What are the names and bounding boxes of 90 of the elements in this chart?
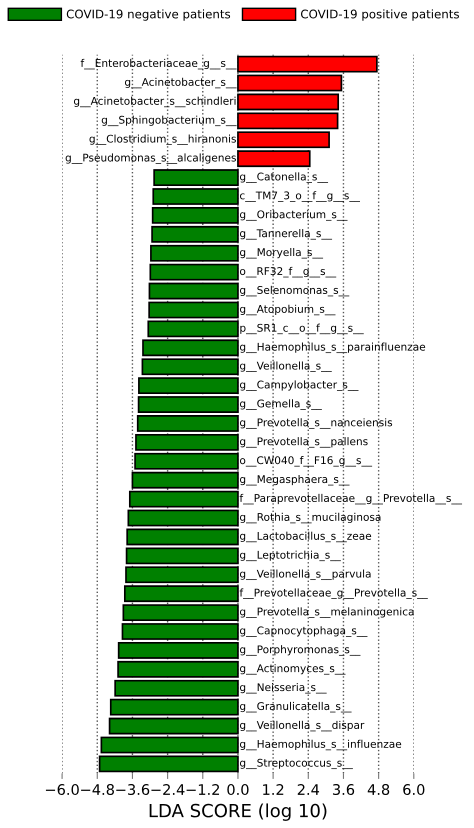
bar <box>125 566 239 584</box>
y-tick-label: f__Paraprevotellaceae__g__Prevotella__s__ <box>240 494 462 504</box>
bar <box>138 396 239 413</box>
bar <box>237 131 330 148</box>
bar <box>148 282 239 300</box>
x-tick-label: −3.6 <box>116 784 150 796</box>
y-tick-label: g__Lactobacillus_s__zeae <box>240 532 372 542</box>
bar <box>153 169 239 186</box>
y-tick-label: g__Tannerella_s__ <box>240 229 332 240</box>
bar <box>122 604 239 621</box>
bar <box>110 698 239 716</box>
y-tick-label: g__Catonella_s__ <box>240 172 328 183</box>
y-tick-label: g__Oribacterium_s__ <box>240 210 348 221</box>
bar <box>142 358 239 376</box>
bar <box>148 302 239 318</box>
bar <box>138 377 239 394</box>
bar <box>127 510 239 526</box>
y-tick-label: f__Prevotellaceae_g__Prevotella_s__ <box>240 588 428 599</box>
legend-label: COVID-19 negative patients <box>66 9 230 21</box>
y-tick-label: g__Rothia_s__mucilaginosa <box>240 512 380 524</box>
bar <box>126 528 239 546</box>
y-tick-label: g__Acinetobacter_s__ <box>124 78 237 88</box>
y-tick-label: g__Sphingobacterium_s__ <box>102 116 237 126</box>
x-tick-label: 4.8 <box>368 784 390 796</box>
y-tick-label: g__Moryella_s__ <box>240 248 324 258</box>
x-tick-label: 2.4 <box>298 784 320 795</box>
y-tick-label: g__Haemophilus_s__influenzae <box>240 740 402 750</box>
bar <box>114 680 239 697</box>
bar <box>152 207 239 224</box>
y-tick-label: g__Gemella_s__ <box>240 399 322 410</box>
x-tick-label: 6.0 <box>403 784 424 796</box>
x-tick-label: −2.4 <box>151 784 184 795</box>
y-tick-label: g__Veillonella_s__dispar <box>240 720 364 732</box>
y-tick-label: g__Streptococcus_s__ <box>240 758 353 770</box>
y-tick-label: o__CW040_f__F16_g__s__ <box>240 456 372 467</box>
y-tick-label: g__Selenomonas_s__ <box>240 286 350 296</box>
x-tick-label: 0.0 <box>227 784 249 796</box>
bar <box>152 188 239 205</box>
y-tick-label: g__Capnocytophaga_s__ <box>240 626 368 637</box>
y-tick-label: g__Prevotella_s__melaninogenica <box>240 607 414 618</box>
bar <box>108 718 239 734</box>
y-tick-label: g__Veillonella_s__parvula <box>240 570 371 580</box>
bar <box>100 736 239 754</box>
y-tick-label: g__Prevotella_s__pallens <box>240 437 368 448</box>
y-tick-label: g__Campylobacter_s__ <box>240 380 359 391</box>
x-axis-title: LDA SCORE (log 10) <box>150 803 326 821</box>
y-tick-label: g__Leptotrichia_s__ <box>240 550 341 562</box>
y-tick-label: g__Porphyromonas_s__ <box>240 645 360 656</box>
y-tick-label: g__Pseudomonas_s__alcaligenes <box>66 153 236 164</box>
bar <box>117 660 239 678</box>
x-tick-label: 1.2 <box>263 784 284 795</box>
y-tick-label: g__Veillonella_s__ <box>240 361 332 372</box>
bar <box>142 339 239 356</box>
y-tick-label: o__RF32_f__g__s__ <box>240 266 336 278</box>
bar <box>237 94 340 110</box>
bar <box>149 264 239 281</box>
y-tick-label: g__Atopobium_s__ <box>240 304 336 316</box>
bar <box>151 226 239 243</box>
y-tick-label: g__Neisseria_s__ <box>240 682 327 694</box>
bar <box>124 585 239 602</box>
y-tick-label: g__Prevotella_s__nanceiensis <box>240 418 392 429</box>
x-tick-label: −1.2 <box>186 784 220 795</box>
bar <box>135 434 239 451</box>
x-tick-label: −6.0 <box>46 784 79 796</box>
bar <box>237 150 311 168</box>
x-tick-label: −4.8 <box>81 784 114 796</box>
bar <box>237 112 338 130</box>
bar <box>147 320 239 338</box>
legend-label: COVID-19 positive patients <box>300 9 459 21</box>
bar <box>134 452 239 470</box>
y-tick-label: g__Haemophilus_s__parainfluenzae <box>240 342 426 354</box>
bar <box>118 642 239 659</box>
bar <box>237 74 342 92</box>
y-tick-label: g__Acinetobacter_s__schindleri <box>74 96 236 108</box>
y-tick-label: c__TM7_3_o__f__g__s__ <box>240 191 360 202</box>
y-tick-label: g__Megasphaera_s__ <box>240 474 350 486</box>
y-tick-label: g__Actinomyces_s__ <box>240 664 346 675</box>
bar <box>98 755 239 772</box>
y-tick-label: f__Enterobacteriaceae_g__s__ <box>80 58 237 70</box>
y-tick-label: g__Granulicatella_s__ <box>240 702 352 712</box>
y-tick-label: g__Clostridium_s__hiranonis <box>90 134 236 146</box>
y-tick-label: p__SR1_c__o__f__g__s__ <box>240 324 364 334</box>
bar <box>136 415 239 432</box>
bar <box>126 547 239 564</box>
bar <box>150 244 239 262</box>
bar <box>132 472 239 489</box>
bar <box>128 490 239 508</box>
bar <box>237 56 378 73</box>
bar <box>122 623 239 640</box>
x-tick-label: 3.6 <box>332 784 354 796</box>
